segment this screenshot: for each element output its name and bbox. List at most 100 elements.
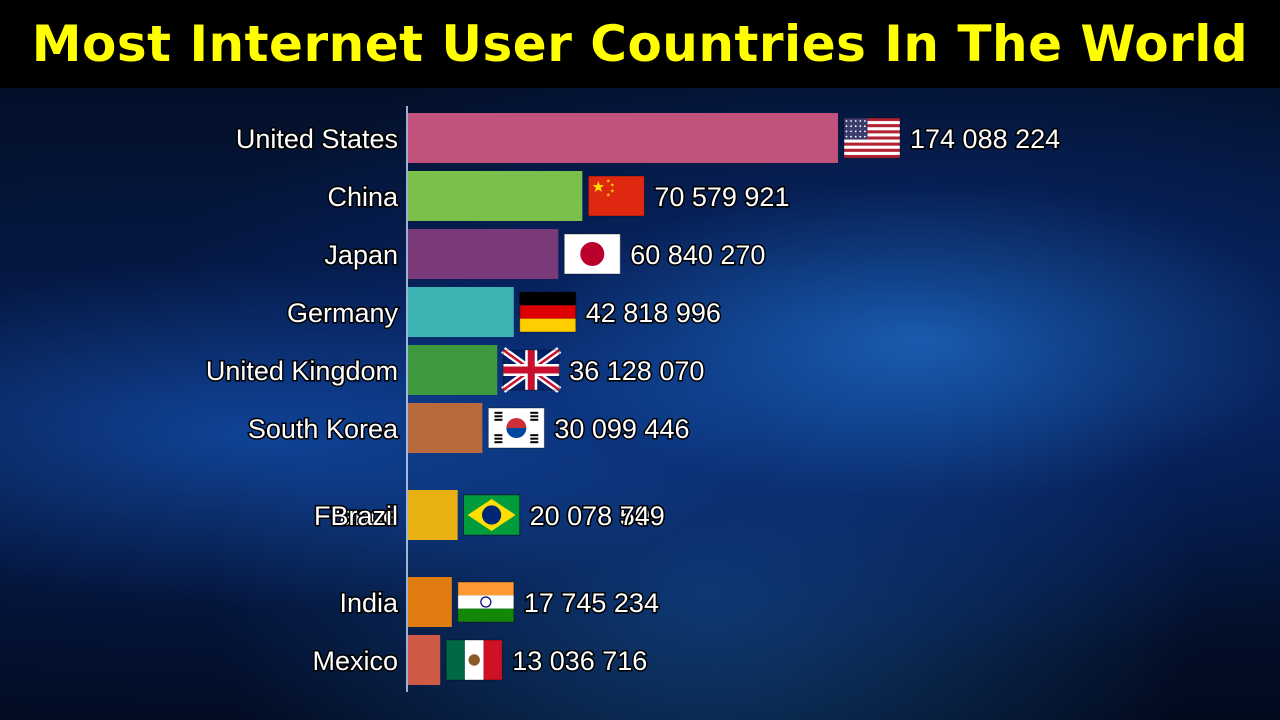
bar — [408, 229, 559, 279]
value-label: 70 579 921 — [654, 182, 789, 212]
gb-flag-icon — [501, 347, 562, 393]
bar — [408, 171, 583, 221]
flag-star — [854, 130, 857, 133]
flag-star — [859, 135, 862, 138]
flag-star — [859, 125, 862, 128]
flag-border — [587, 175, 645, 217]
category-label: France — [314, 501, 398, 531]
value-label: 174 088 224 — [910, 124, 1060, 154]
flag-part — [457, 608, 514, 622]
flag-star — [850, 125, 852, 128]
bar — [408, 577, 452, 627]
flag-border — [445, 639, 503, 681]
flag-star — [845, 130, 848, 133]
flag-stripe — [844, 127, 900, 131]
flag-stripe — [844, 133, 900, 137]
in-flag-icon — [457, 581, 515, 623]
flag-star — [864, 135, 866, 138]
br-flag-icon — [463, 494, 521, 536]
cn-flag-icon — [587, 175, 645, 217]
flag-star — [606, 179, 611, 183]
flag-star — [854, 120, 857, 122]
bar-row: India 17 745 234 — [338, 577, 660, 627]
flag-stripe — [844, 139, 900, 143]
flag-star — [854, 135, 857, 138]
flag-stripe — [844, 121, 900, 125]
flag-globe — [481, 505, 502, 525]
flag-taegeuk-red — [506, 417, 527, 428]
bars-layer: United States 174 088 224 China 70 579 921 J… — [204, 113, 1062, 685]
flag-star — [850, 130, 852, 133]
category-label: United States — [236, 124, 398, 154]
flag-star — [864, 125, 866, 128]
flag-star — [592, 181, 604, 192]
bar — [408, 113, 838, 163]
bar-row: United States 174 088 224 — [234, 113, 1062, 163]
flag-trigram — [530, 437, 539, 440]
flag-stripe — [844, 136, 900, 140]
title-bar: Most Internet User Countries In The Worl… — [0, 0, 1280, 88]
flag-star — [610, 189, 615, 193]
category-label: China — [327, 182, 399, 212]
flag-taegeuk-blue — [506, 428, 527, 438]
value-label: 60 840 270 — [630, 240, 765, 270]
flag-stripe — [844, 124, 900, 128]
page-title: Most Internet User Countries In The Worl… — [31, 15, 1249, 73]
flag-part — [446, 640, 465, 680]
bar-row: Germany 42 818 996 — [285, 287, 722, 337]
flag-trigram — [530, 415, 539, 418]
flag-cross-red — [503, 366, 560, 374]
flag-border — [519, 291, 577, 333]
flag-stripe — [844, 145, 900, 150]
flag-stripe — [844, 130, 900, 134]
category-label: Japan — [324, 240, 398, 270]
bar-chart: United States 174 088 224 China 70 579 921 J… — [204, 106, 1062, 692]
flag-trigram — [530, 418, 539, 421]
flag-part — [519, 318, 576, 332]
bar-row: Japan 60 840 270 — [323, 229, 767, 279]
category-label: United Kingdom — [206, 356, 398, 386]
flag-star — [845, 135, 848, 138]
value-label: 13 036 716 — [512, 646, 647, 676]
flag-trigram — [530, 441, 539, 444]
bar-row: South Korea 30 099 446 — [246, 403, 691, 453]
category-label: Mexico — [312, 646, 398, 676]
flag-border — [487, 407, 545, 449]
value-label: 20 078 509 — [530, 501, 665, 531]
value-label: 20 078 749 — [530, 501, 665, 531]
flag-part — [457, 582, 514, 596]
de-flag-icon — [519, 291, 577, 333]
flag-stripe — [844, 154, 900, 159]
mx-flag-icon — [445, 639, 503, 681]
jp-flag-icon — [563, 233, 621, 275]
flag-border — [463, 494, 521, 536]
flag-disc — [580, 242, 605, 266]
category-label: Germany — [287, 298, 399, 328]
flag-trigram — [494, 434, 503, 437]
flag-trigram — [530, 411, 539, 414]
flag-star — [864, 130, 866, 133]
flag-chakra — [480, 596, 492, 608]
flag-star — [864, 120, 866, 122]
flag-star — [845, 125, 848, 128]
flag-part — [519, 305, 576, 319]
flag-star — [850, 120, 852, 122]
flag-trigram — [530, 434, 539, 437]
flag-canton — [844, 118, 868, 140]
category-label: Brazil — [330, 501, 398, 531]
value-label: 42 818 996 — [586, 298, 721, 328]
flag-star — [850, 135, 852, 138]
flag-trigram — [494, 418, 503, 421]
flag-star — [854, 125, 857, 128]
bar-row: United Kingdom 36 128 070 — [204, 345, 706, 395]
flag-star — [610, 183, 615, 187]
flag-part — [483, 640, 503, 680]
flag-stripe — [844, 148, 900, 153]
flag-star — [859, 130, 862, 133]
bar — [408, 287, 514, 337]
flag-stripe — [844, 118, 900, 122]
flag-trigram — [494, 437, 503, 440]
flag-trigram — [494, 441, 503, 444]
flag-border — [502, 349, 560, 391]
bar — [408, 490, 458, 540]
